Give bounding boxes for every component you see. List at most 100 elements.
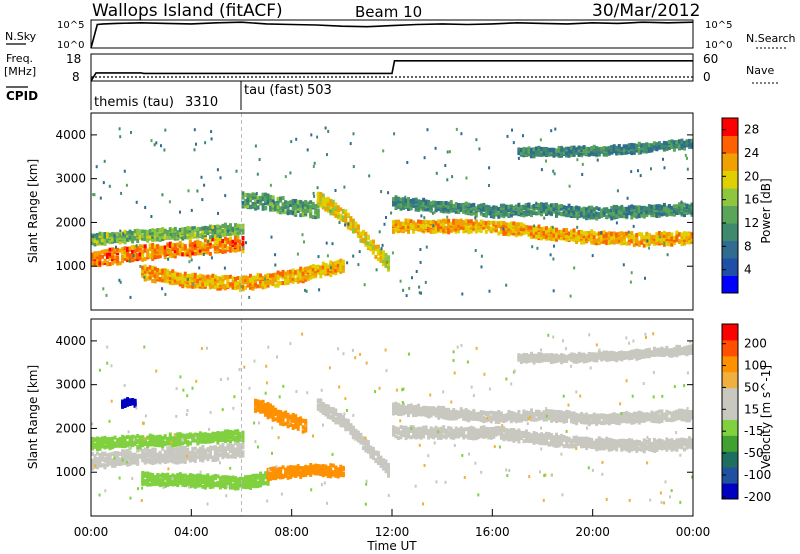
heatmap-cell [452,204,456,208]
heatmap-cell [560,206,564,211]
heatmap-cell [161,273,165,278]
heatmap-cell [457,223,461,228]
heatmap-cell [477,204,481,209]
heatmap-cell [607,234,611,239]
heatmap-cell [143,451,147,456]
heatmap-speck [386,260,388,264]
heatmap-speck [324,126,327,130]
heatmap-cell [153,237,157,242]
heatmap-cell [251,279,255,284]
heatmap-speck [264,277,266,281]
heatmap-cell [239,483,242,488]
heatmap-speck [217,211,219,215]
heatmap-cell [198,452,202,457]
heatmap-cell [407,229,410,234]
heatmap-cell [319,408,323,413]
heatmap-cell [223,274,227,279]
heatmap-cell [610,216,614,221]
heatmap-cell [98,437,102,442]
heatmap-cell [249,474,252,479]
heatmap-cell [254,481,257,486]
heatmap-cell [178,432,182,437]
colorbar-swatch [722,223,738,241]
heatmap-cell [93,251,97,256]
heatmap-cell [294,210,298,215]
heatmap-cell [178,227,182,232]
heatmap-speck [666,253,669,257]
heatmap-cell [153,279,157,284]
heatmap-cell [216,483,220,488]
heatmap-cell [371,250,375,255]
heatmap-cell [387,255,390,260]
heatmap-cell [670,235,674,240]
heatmap-cell [261,480,265,485]
heatmap-cell [218,234,222,239]
heatmap-cell [191,280,195,285]
heatmap-cell [201,285,205,290]
heatmap-cell [590,234,594,239]
heatmap-cell [284,210,288,215]
heatmap-cell [331,407,335,412]
heatmap-cell [156,244,160,249]
heatmap-cell [530,235,533,239]
heatmap-cell [678,239,681,244]
heatmap-cell [226,479,230,484]
heatmap-cell [384,264,388,268]
heatmap-cell [161,270,165,275]
heatmap-cell [234,476,237,481]
heatmap-cell [449,204,453,209]
heatmap-cell [294,199,298,203]
heatmap-cell [477,228,481,233]
heatmap-cell [590,214,594,219]
heatmap-cell [552,153,556,158]
heatmap-speck [347,222,350,226]
heatmap-speck [461,292,464,296]
heatmap-cell [133,254,137,259]
heatmap-cell [587,234,591,239]
heatmap-cell [93,262,97,267]
heatmap-cell [417,205,421,209]
heatmap-cell [221,250,225,254]
heatmap-cell [590,146,594,150]
heatmap-cell [592,215,596,220]
heatmap-cell [517,222,521,227]
heatmap-cell [617,206,621,211]
heatmap-cell [424,204,428,209]
heatmap-cell [201,458,205,463]
heatmap-speck [506,134,509,138]
heatmap-cell [565,228,569,232]
heatmap-cell [98,231,102,236]
heatmap-speck [357,263,360,267]
heatmap-cell [517,210,521,215]
heatmap-cell [306,204,310,209]
heatmap-cell [153,460,157,465]
heatmap-cell [236,486,240,491]
heatmap-cell [161,237,165,242]
heatmap-speck [352,165,355,169]
heatmap-cell [665,240,669,245]
heatmap-cell [241,195,245,200]
heatmap-cell [138,229,142,234]
heatmap-cell [432,203,436,208]
heatmap-cell [146,229,150,234]
heatmap-cell [213,435,217,440]
heatmap-cell [183,244,187,249]
velocity-data [91,319,694,516]
heatmap-cell [96,436,99,441]
heatmap-cell [309,208,313,213]
heatmap-cell [158,245,162,250]
heatmap-cell [299,416,303,421]
heatmap-cell [301,472,305,477]
heatmap-cell [264,196,268,201]
heatmap-cell [678,232,681,237]
heatmap-cell [183,438,187,443]
heatmap-cell [339,207,343,212]
heatmap-cell [226,433,230,438]
heatmap-cell [427,228,431,233]
heatmap-cell [449,200,453,205]
heatmap-cell [246,278,250,283]
heatmap-cell [535,211,538,216]
heatmap-cell [575,147,579,152]
heatmap-cell [397,200,400,205]
heatmap-cell [341,465,345,470]
